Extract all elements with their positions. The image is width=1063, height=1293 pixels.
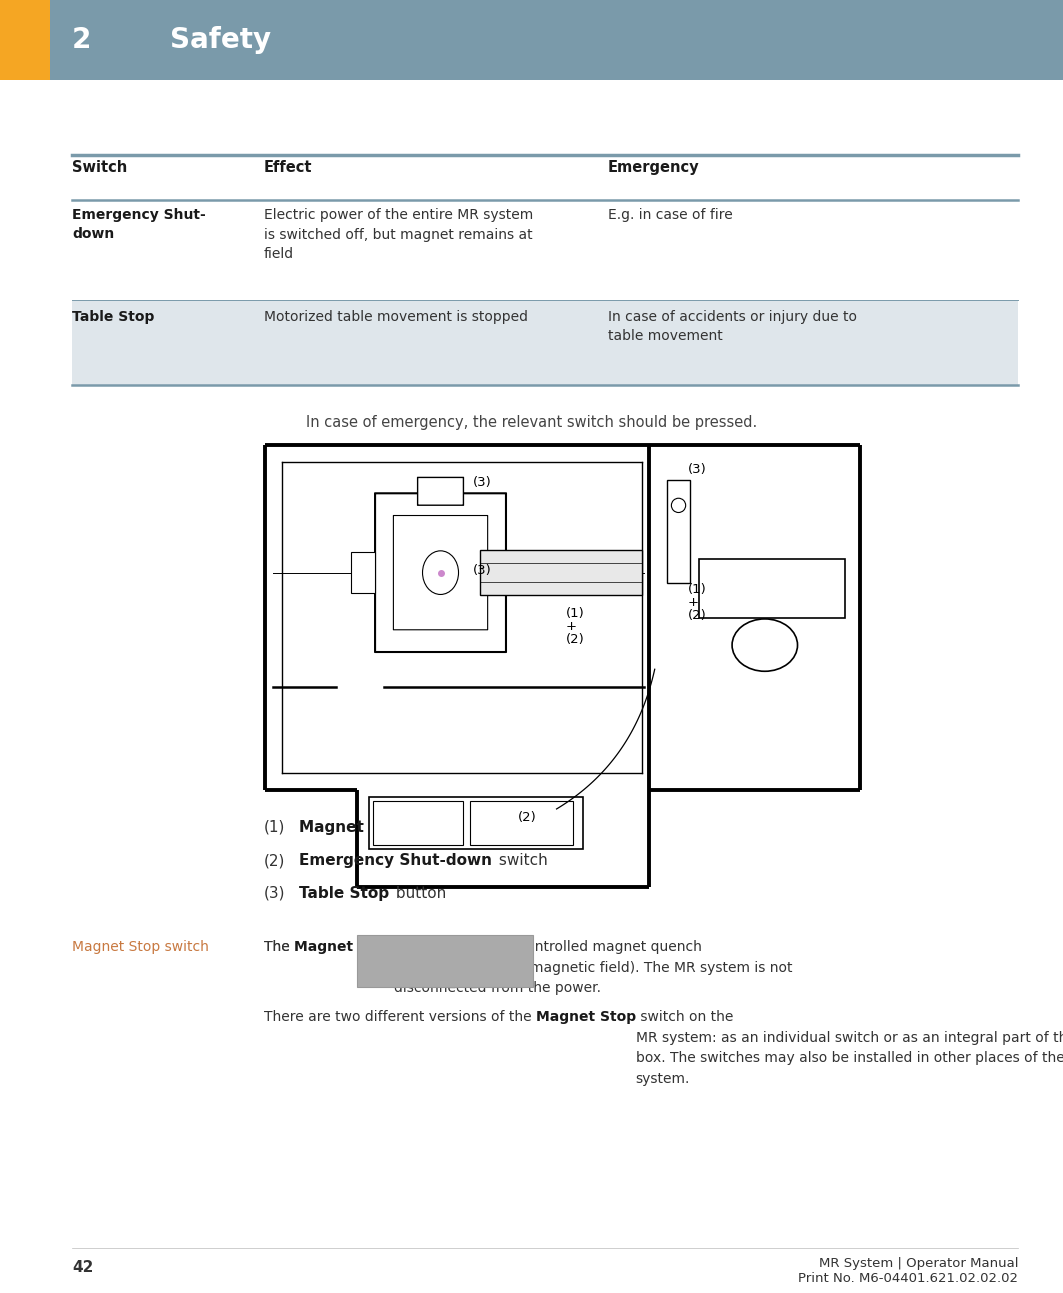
Text: (3): (3) bbox=[688, 463, 706, 476]
Bar bbox=[357, 935, 533, 987]
Text: Magnet Stop: Magnet Stop bbox=[293, 940, 394, 954]
Text: 2: 2 bbox=[72, 26, 91, 54]
Text: Emergency Shut-
down: Emergency Shut- down bbox=[72, 208, 206, 242]
Bar bbox=[72, 300, 1018, 385]
Ellipse shape bbox=[422, 551, 458, 595]
Text: Magnet Stop switch: Magnet Stop switch bbox=[72, 940, 209, 954]
Text: switch: switch bbox=[410, 820, 465, 835]
Text: The: The bbox=[264, 940, 293, 954]
Text: button: button bbox=[391, 886, 446, 901]
Text: switch on the
MR system: as an individual switch or as an integral part of the a: switch on the MR system: as an individua… bbox=[636, 1010, 1063, 1086]
Text: (3): (3) bbox=[473, 476, 492, 489]
Text: Table Stop: Table Stop bbox=[72, 310, 154, 325]
Text: (3): (3) bbox=[264, 886, 285, 901]
Text: In case of accidents or injury due to
table movement: In case of accidents or injury due to ta… bbox=[608, 310, 857, 344]
Bar bbox=[479, 551, 642, 595]
Text: MR System | Operator Manual: MR System | Operator Manual bbox=[819, 1257, 1018, 1270]
Text: Magnet Stop: Magnet Stop bbox=[299, 820, 408, 835]
Text: switch triggers a controlled magnet quench
(shutting down the magnetic field). T: switch triggers a controlled magnet quen… bbox=[394, 940, 792, 996]
Circle shape bbox=[672, 498, 686, 512]
Text: E.g. in case of fire: E.g. in case of fire bbox=[608, 208, 732, 222]
Text: Emergency: Emergency bbox=[608, 160, 699, 175]
Text: Switch: Switch bbox=[72, 160, 128, 175]
Bar bbox=[699, 559, 845, 618]
Text: Table Stop: Table Stop bbox=[299, 886, 389, 901]
Text: Effect: Effect bbox=[264, 160, 313, 175]
Text: The: The bbox=[264, 940, 293, 954]
Text: Electric power of the entire MR system
is switched off, but magnet remains at
fi: Electric power of the entire MR system i… bbox=[264, 208, 533, 261]
Bar bbox=[373, 800, 463, 844]
Bar bbox=[351, 552, 375, 593]
Text: Emergency Shut-down: Emergency Shut-down bbox=[299, 853, 491, 868]
Text: (1)
+
(2): (1) + (2) bbox=[566, 608, 585, 646]
Ellipse shape bbox=[732, 619, 797, 671]
Text: (2): (2) bbox=[518, 811, 537, 824]
Text: Motorized table movement is stopped: Motorized table movement is stopped bbox=[264, 310, 527, 325]
Bar bbox=[667, 480, 691, 583]
Text: switch: switch bbox=[493, 853, 547, 868]
Text: In case of emergency, the relevant switch should be pressed.: In case of emergency, the relevant switc… bbox=[306, 415, 757, 431]
Text: (1)
+
(2): (1) + (2) bbox=[688, 583, 706, 622]
Bar bbox=[470, 800, 573, 844]
FancyBboxPatch shape bbox=[375, 494, 506, 652]
Text: There are two different versions of the: There are two different versions of the bbox=[264, 1010, 536, 1024]
Bar bbox=[369, 796, 584, 848]
Text: (1): (1) bbox=[264, 820, 285, 835]
Text: Print No. M6-04401.621.02.02.02: Print No. M6-04401.621.02.02.02 bbox=[798, 1272, 1018, 1285]
FancyBboxPatch shape bbox=[393, 516, 488, 630]
FancyBboxPatch shape bbox=[418, 477, 463, 506]
Text: (2): (2) bbox=[264, 853, 285, 868]
Text: Magnet Stop: Magnet Stop bbox=[536, 1010, 636, 1024]
Bar bbox=[0, 0, 1063, 80]
Bar bbox=[0, 0, 50, 80]
Text: (3): (3) bbox=[473, 564, 492, 577]
Text: 42: 42 bbox=[72, 1259, 94, 1275]
Text: Safety: Safety bbox=[170, 26, 271, 54]
